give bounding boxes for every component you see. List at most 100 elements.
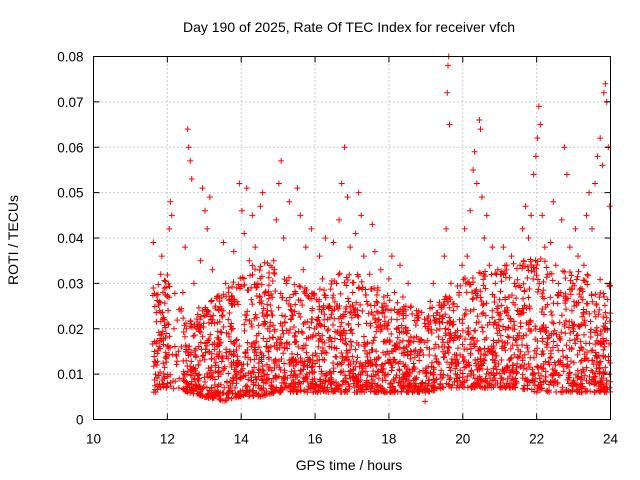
data-point xyxy=(321,292,328,299)
data-point xyxy=(516,329,523,336)
data-point xyxy=(228,395,235,402)
data-point xyxy=(406,377,413,384)
data-point xyxy=(299,330,306,337)
data-point xyxy=(398,322,405,329)
data-point xyxy=(372,372,379,379)
y-tick-label: 0.06 xyxy=(57,140,83,155)
data-point xyxy=(230,352,237,359)
data-point xyxy=(188,176,195,183)
data-point xyxy=(575,299,582,306)
data-point xyxy=(330,379,337,386)
data-point xyxy=(577,285,584,292)
data-point xyxy=(477,376,484,383)
data-point xyxy=(556,372,563,379)
data-point xyxy=(509,342,516,349)
data-point xyxy=(166,294,173,301)
data-point xyxy=(285,274,292,281)
data-point xyxy=(261,290,268,297)
data-point xyxy=(321,383,328,390)
data-point xyxy=(381,300,388,307)
data-point xyxy=(543,264,550,271)
data-point xyxy=(400,384,407,391)
data-point xyxy=(517,262,524,269)
data-point xyxy=(244,383,251,390)
data-point xyxy=(207,367,214,374)
data-point xyxy=(481,357,488,364)
data-point xyxy=(413,333,420,340)
data-point xyxy=(202,378,209,385)
data-point xyxy=(202,312,209,319)
data-point xyxy=(584,300,591,307)
y-axis-label: ROTI / TECUs xyxy=(5,195,21,285)
data-point xyxy=(554,300,561,307)
data-point xyxy=(465,329,472,336)
data-point xyxy=(593,337,600,344)
data-point xyxy=(306,324,313,331)
data-point xyxy=(457,367,464,374)
data-point xyxy=(387,356,394,363)
data-point xyxy=(206,348,213,355)
data-point xyxy=(584,272,591,279)
data-point xyxy=(426,346,433,353)
data-point xyxy=(180,368,187,375)
data-point xyxy=(290,387,297,394)
data-point xyxy=(170,377,177,384)
data-point xyxy=(230,279,237,286)
data-point xyxy=(289,350,296,357)
x-tick-label: 22 xyxy=(529,432,544,447)
data-point xyxy=(201,374,208,381)
data-point xyxy=(303,349,310,356)
data-point xyxy=(257,373,264,380)
data-point xyxy=(360,333,367,340)
data-point xyxy=(374,382,381,389)
data-point xyxy=(496,296,503,303)
data-point xyxy=(457,332,464,339)
data-point xyxy=(501,369,508,376)
data-point xyxy=(162,278,169,285)
data-point xyxy=(162,354,169,361)
data-point xyxy=(535,381,542,388)
data-point xyxy=(161,300,168,307)
data-point xyxy=(294,185,301,192)
data-point xyxy=(263,391,270,398)
data-point xyxy=(208,384,215,391)
data-point xyxy=(459,316,466,323)
data-point xyxy=(436,383,443,390)
x-axis-label: GPS time / hours xyxy=(296,457,403,473)
data-point xyxy=(160,360,167,367)
data-point xyxy=(550,338,557,345)
data-point xyxy=(382,351,389,358)
data-point xyxy=(473,294,480,301)
data-point xyxy=(524,382,531,389)
data-point xyxy=(356,387,363,394)
data-point xyxy=(161,316,168,323)
data-point xyxy=(308,307,315,314)
data-point xyxy=(257,263,264,270)
data-point xyxy=(404,388,411,395)
data-point xyxy=(381,318,388,325)
data-point xyxy=(349,302,356,309)
data-point xyxy=(426,388,433,395)
data-point xyxy=(389,383,396,390)
data-point xyxy=(329,307,336,314)
data-point xyxy=(411,354,418,361)
data-point xyxy=(372,319,379,326)
data-point xyxy=(542,368,549,375)
data-point xyxy=(423,368,430,375)
data-point xyxy=(594,354,601,361)
data-point xyxy=(512,337,519,344)
data-point xyxy=(516,353,523,360)
data-point xyxy=(483,370,490,377)
data-point xyxy=(589,357,596,364)
data-point xyxy=(300,321,307,328)
data-point xyxy=(354,354,361,361)
data-point xyxy=(503,380,510,387)
data-point xyxy=(530,171,537,178)
data-point xyxy=(535,103,542,110)
data-point xyxy=(229,390,236,397)
data-point xyxy=(296,379,303,386)
data-point xyxy=(188,358,195,365)
data-point xyxy=(471,375,478,382)
data-point xyxy=(537,328,544,335)
